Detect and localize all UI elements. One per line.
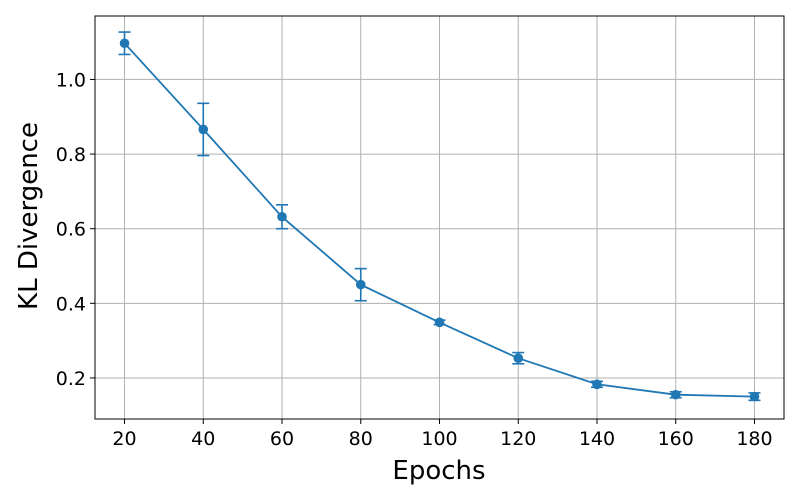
grid-lines — [95, 16, 784, 419]
data-point — [277, 211, 287, 222]
data-point — [119, 38, 130, 49]
x-tick-label: 40 — [191, 428, 215, 450]
data-point — [670, 389, 681, 400]
y-tick-label: 0.8 — [56, 144, 86, 166]
y-tick-label: 0.6 — [56, 219, 86, 241]
data-point — [434, 317, 445, 328]
x-tick-label: 160 — [658, 428, 694, 450]
y-tick-label: 1.0 — [56, 69, 86, 91]
x-tick-label: 140 — [579, 428, 615, 450]
x-tick-label: 60 — [270, 428, 294, 450]
y-axis-title: KL Divergence — [14, 122, 44, 310]
x-tick-label: 180 — [736, 428, 772, 450]
data-point — [592, 379, 602, 390]
axis-ticks: 20 40 60 80 100 120 140 160 180 0.2 0.4 0.6 0.8 1.0 — [56, 69, 773, 450]
x-tick-label: 120 — [500, 428, 536, 450]
data-point — [198, 124, 209, 135]
x-axis-title: Epochs — [392, 456, 485, 486]
data-point — [513, 353, 524, 363]
x-tick-label: 20 — [112, 428, 136, 450]
y-tick-label: 0.2 — [56, 368, 86, 390]
y-tick-label: 0.4 — [56, 293, 86, 315]
data-point — [749, 391, 760, 402]
data-series — [118, 31, 761, 402]
x-tick-label: 80 — [349, 428, 373, 450]
x-tick-label: 100 — [421, 428, 457, 450]
data-point — [355, 279, 366, 290]
